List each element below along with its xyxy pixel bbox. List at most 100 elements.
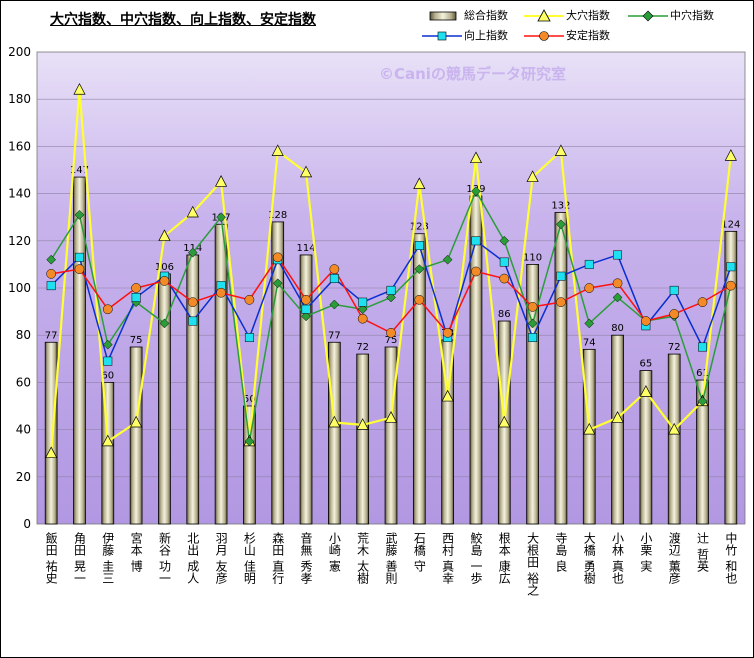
bar-value-label-17: 110 [523, 252, 542, 263]
x-tick-label-15: 鮫島 一歩 [469, 531, 483, 585]
marker-up-17 [528, 333, 538, 343]
marker-up-11 [358, 297, 368, 307]
x-tick-label-3: 宮本 博 [129, 531, 143, 572]
marker-big-1 [73, 83, 86, 95]
marker-big-3 [130, 415, 143, 428]
bar-value-label-21: 65 [640, 359, 653, 370]
bar-value-label-20: 80 [611, 323, 624, 334]
marker-up-24 [726, 262, 736, 272]
legend-swatch-circle [524, 31, 564, 41]
marker-up-2 [103, 356, 113, 366]
marker-up-10 [329, 274, 339, 284]
x-tick-label-6: 羽月 友彦 [214, 532, 228, 584]
x-tick-label-5: 北出 成人 [186, 532, 200, 584]
bar-value-label-22: 72 [668, 342, 681, 353]
marker-stable-8 [272, 252, 283, 263]
bar-1 [73, 176, 86, 525]
marker-stable-20 [612, 278, 623, 289]
marker-big-19 [583, 422, 596, 435]
marker-stable-17 [527, 302, 538, 312]
y-tick-label-160: 160 [8, 139, 31, 153]
marker-mid-17 [527, 318, 538, 329]
x-tick-label-0: 飯田 祐史 [44, 531, 58, 584]
legend-item-stable: 安定指数 [522, 28, 632, 44]
marker-up-3 [131, 292, 141, 302]
marker-big-8 [271, 144, 284, 156]
marker-up-9 [301, 304, 311, 314]
marker-big-0 [45, 446, 58, 459]
bar-8 [271, 221, 285, 525]
marker-mid-4 [159, 318, 170, 329]
x-tick-label-17: 大根田 裕之 [526, 532, 540, 596]
marker-big-2 [101, 434, 114, 447]
bar-value-label-11: 72 [356, 342, 369, 353]
x-tick-label-19: 大橋 勇樹 [582, 532, 596, 584]
marker-mid-9 [301, 311, 311, 322]
legend-swatch-square [422, 31, 462, 41]
marker-stable-16 [499, 273, 510, 284]
y-tick-label-60: 60 [16, 375, 31, 389]
y-tick-label-40: 40 [16, 423, 31, 437]
legend-swatch-triangle [524, 9, 564, 22]
marker-up-7 [244, 333, 254, 343]
marker-up-22 [669, 285, 679, 295]
marker-stable-13 [414, 294, 425, 305]
marker-mid-18 [556, 219, 566, 230]
marker-mid-6 [216, 212, 226, 223]
marker-mid-12 [386, 292, 396, 303]
x-tick-label-16: 根本 康広 [497, 532, 511, 584]
x-tick-label-11: 荒木 太樹 [356, 532, 370, 584]
bar-11 [356, 353, 370, 525]
marker-big-11 [356, 418, 369, 430]
marker-up-16 [499, 257, 509, 267]
marker-mid-5 [187, 247, 198, 258]
series-markers [45, 83, 737, 459]
marker-stable-21 [641, 316, 651, 326]
marker-stable-23 [697, 297, 708, 308]
marker-stable-4 [159, 276, 170, 286]
x-tick-label-14: 西村 真幸 [441, 532, 455, 584]
bar-value-label-10: 77 [328, 330, 341, 341]
marker-mid-1 [74, 209, 85, 220]
bar-value-label-9: 114 [296, 243, 315, 254]
bar-value-label-19: 74 [583, 337, 596, 348]
y-tick-label-180: 180 [8, 92, 31, 106]
watermark-text: ©Caniの競馬データ研究室 [379, 65, 566, 83]
legend-swatch-diamond [628, 10, 668, 22]
marker-up-1 [75, 252, 84, 262]
bar-5 [186, 254, 200, 525]
x-tick-label-24: 中竹 和也 [724, 531, 738, 584]
marker-up-13 [414, 241, 424, 250]
bar-value-label-2: 60 [101, 370, 114, 381]
x-tick-label-10: 小崎 憲 [327, 532, 341, 572]
y-tick-label-200: 200 [8, 45, 31, 59]
marker-mid-7 [244, 436, 255, 447]
bar-6 [214, 223, 228, 525]
marker-mid-15 [471, 186, 481, 197]
marker-stable-2 [102, 304, 113, 315]
marker-up-19 [584, 259, 594, 269]
bars-total [44, 176, 738, 525]
marker-mid-20 [612, 292, 623, 303]
bar-7 [243, 405, 256, 525]
y-tick-label-0: 0 [23, 517, 31, 531]
x-tick-label-7: 杉山 佳明 [242, 532, 256, 585]
bar-9 [299, 254, 313, 525]
marker-big-15 [469, 151, 483, 164]
marker-big-6 [215, 175, 228, 187]
legend-label-up: 向上指数 [464, 29, 508, 42]
bar-12 [384, 346, 398, 525]
legend-label-total: 総合指数 [464, 9, 508, 22]
marker-stable-10 [329, 264, 340, 274]
bar-value-label-23: 61 [696, 368, 709, 379]
bar-value-label-1: 147 [70, 165, 89, 176]
legend-item-mid: 中穴指数 [626, 8, 736, 24]
bar-value-label-4: 106 [155, 262, 174, 273]
x-tick-label-21: 小栗 実 [639, 532, 653, 573]
x-tick-label-4: 新谷 功一 [157, 531, 171, 584]
marker-mid-0 [46, 254, 57, 265]
marker-big-16 [498, 415, 511, 428]
x-tick-label-1: 角田 晃一 [72, 532, 86, 584]
marker-stable-0 [46, 268, 57, 279]
marker-stable-19 [584, 283, 595, 293]
